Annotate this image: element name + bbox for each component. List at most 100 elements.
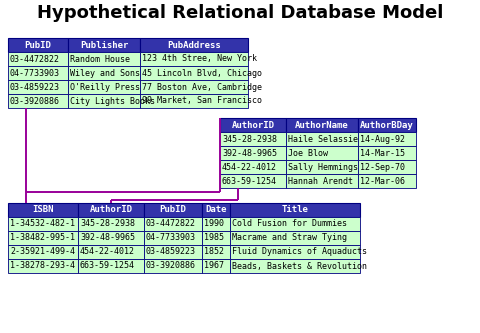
Text: 03-4472822: 03-4472822 — [146, 219, 196, 228]
Text: 12-Mar-06: 12-Mar-06 — [360, 176, 405, 185]
Text: 99 Market, San Francisco: 99 Market, San Francisco — [142, 97, 262, 106]
Bar — [8, 52, 68, 66]
Bar — [220, 146, 286, 160]
Bar — [202, 245, 230, 259]
Text: City Lights Books: City Lights Books — [70, 97, 155, 106]
Bar — [230, 217, 360, 231]
Text: Sally Hemmings: Sally Hemmings — [288, 163, 358, 171]
Bar — [202, 231, 230, 245]
Bar — [286, 132, 358, 146]
Bar — [8, 231, 78, 245]
Bar — [202, 217, 230, 231]
Bar — [358, 174, 416, 188]
Text: 45 Lincoln Blvd, Chicago: 45 Lincoln Blvd, Chicago — [142, 69, 262, 78]
Bar — [286, 160, 358, 174]
Bar — [68, 66, 140, 80]
Bar — [286, 146, 358, 160]
Text: Hypothetical Relational Database Model: Hypothetical Relational Database Model — [37, 4, 443, 22]
Text: 14-Mar-15: 14-Mar-15 — [360, 149, 405, 158]
Text: 04-7733903: 04-7733903 — [146, 233, 196, 242]
Bar — [140, 38, 248, 52]
Bar — [68, 80, 140, 94]
Text: 1-38482-995-1: 1-38482-995-1 — [10, 233, 75, 242]
Text: PubID: PubID — [24, 41, 51, 50]
Text: O'Reilly Press: O'Reilly Press — [70, 83, 140, 92]
Text: AuthorName: AuthorName — [295, 121, 349, 130]
Text: 123 4th Stree, New York: 123 4th Stree, New York — [142, 55, 257, 64]
Bar — [358, 160, 416, 174]
Bar — [140, 94, 248, 108]
Text: 03-3920886: 03-3920886 — [146, 261, 196, 270]
Bar — [68, 38, 140, 52]
Bar — [220, 160, 286, 174]
Text: 03-4472822: 03-4472822 — [10, 55, 60, 64]
Bar — [358, 132, 416, 146]
Text: 1-38278-293-4: 1-38278-293-4 — [10, 261, 75, 270]
Bar — [202, 259, 230, 273]
Bar — [230, 231, 360, 245]
Text: Cold Fusion for Dummies: Cold Fusion for Dummies — [232, 219, 347, 228]
Text: 392-48-9965: 392-48-9965 — [222, 149, 277, 158]
Text: 03-3920886: 03-3920886 — [10, 97, 60, 106]
Bar — [8, 217, 78, 231]
Bar — [68, 94, 140, 108]
Bar — [8, 80, 68, 94]
Text: 1990: 1990 — [204, 219, 224, 228]
Text: 03-4859223: 03-4859223 — [146, 247, 196, 256]
Bar — [140, 80, 248, 94]
Bar — [8, 38, 68, 52]
Text: 345-28-2938: 345-28-2938 — [222, 135, 277, 144]
Text: Haile Selassie: Haile Selassie — [288, 135, 358, 144]
Text: Random House: Random House — [70, 55, 130, 64]
Text: 454-22-4012: 454-22-4012 — [222, 163, 277, 171]
Bar — [230, 203, 360, 217]
Text: 12-Sep-70: 12-Sep-70 — [360, 163, 405, 171]
Bar — [220, 118, 286, 132]
Text: ISBN: ISBN — [32, 205, 54, 214]
Bar — [144, 231, 202, 245]
Text: 77 Boston Ave, Cambridge: 77 Boston Ave, Cambridge — [142, 83, 262, 92]
Text: Title: Title — [282, 205, 309, 214]
Bar — [78, 259, 144, 273]
Text: 03-4859223: 03-4859223 — [10, 83, 60, 92]
Text: 1967: 1967 — [204, 261, 224, 270]
Text: Fluid Dynamics of Aquaducts: Fluid Dynamics of Aquaducts — [232, 247, 367, 256]
Text: 2-35921-499-4: 2-35921-499-4 — [10, 247, 75, 256]
Text: 392-48-9965: 392-48-9965 — [80, 233, 135, 242]
Bar — [202, 203, 230, 217]
Text: AuthorID: AuthorID — [231, 121, 275, 130]
Bar — [78, 245, 144, 259]
Text: 1-34532-482-1: 1-34532-482-1 — [10, 219, 75, 228]
Bar — [78, 217, 144, 231]
Bar — [140, 66, 248, 80]
Text: Date: Date — [205, 205, 227, 214]
Bar — [358, 118, 416, 132]
Bar — [8, 259, 78, 273]
Text: Macrame and Straw Tying: Macrame and Straw Tying — [232, 233, 347, 242]
Bar — [8, 245, 78, 259]
Text: 663-59-1254: 663-59-1254 — [80, 261, 135, 270]
Text: 345-28-2938: 345-28-2938 — [80, 219, 135, 228]
Bar — [144, 259, 202, 273]
Text: PubID: PubID — [159, 205, 186, 214]
Text: Hannah Arendt: Hannah Arendt — [288, 176, 353, 185]
Text: Joe Blow: Joe Blow — [288, 149, 328, 158]
Bar — [8, 66, 68, 80]
Bar — [140, 52, 248, 66]
Text: AuthorID: AuthorID — [89, 205, 132, 214]
Text: 1985: 1985 — [204, 233, 224, 242]
Bar — [286, 174, 358, 188]
Bar — [144, 245, 202, 259]
Bar — [8, 94, 68, 108]
Bar — [78, 203, 144, 217]
Bar — [220, 132, 286, 146]
Bar — [144, 203, 202, 217]
Bar — [230, 245, 360, 259]
Bar — [220, 174, 286, 188]
Text: 04-7733903: 04-7733903 — [10, 69, 60, 78]
Bar — [68, 52, 140, 66]
Text: Wiley and Sons: Wiley and Sons — [70, 69, 140, 78]
Text: 1852: 1852 — [204, 247, 224, 256]
Text: Beads, Baskets & Revolution: Beads, Baskets & Revolution — [232, 261, 367, 270]
Text: PubAddress: PubAddress — [167, 41, 221, 50]
